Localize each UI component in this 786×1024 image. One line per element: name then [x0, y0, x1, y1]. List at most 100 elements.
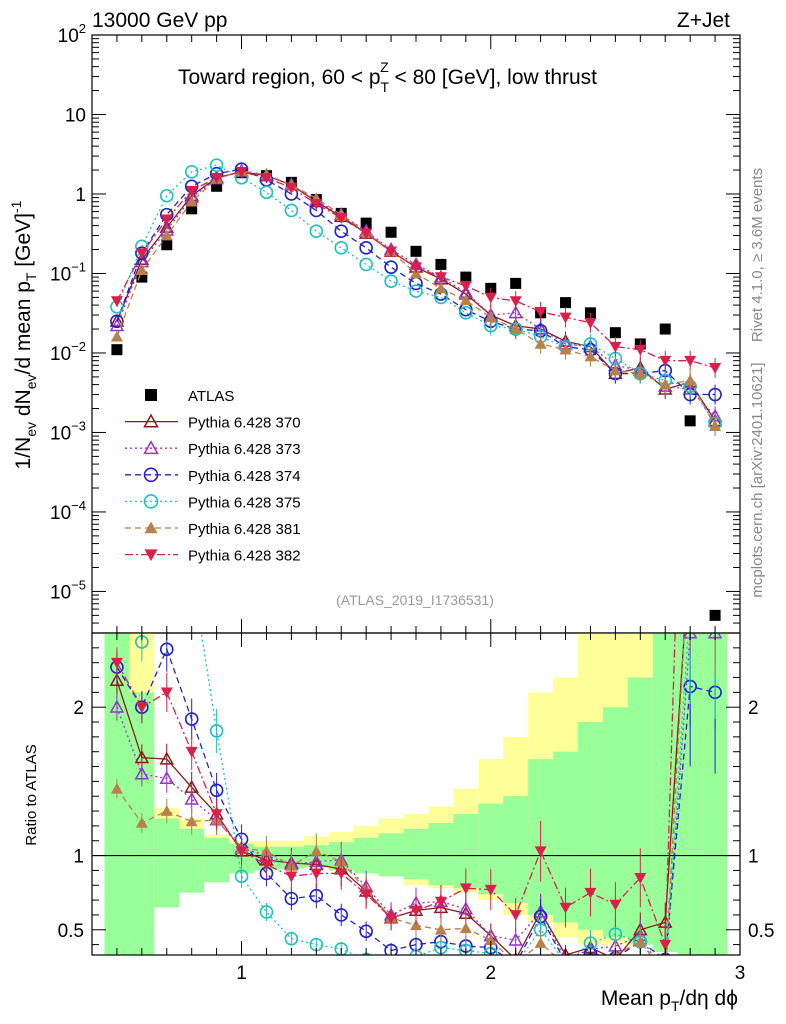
ratio-ticks: 2 2 1 1 0.5 0.5 1 2 3 [58, 633, 774, 984]
data-point [185, 195, 198, 207]
data-point [459, 280, 472, 292]
y-tick-base: 1 [75, 185, 86, 206]
ratio-point [634, 935, 647, 947]
band-green [154, 818, 180, 908]
ratio-point [509, 910, 522, 921]
data-point [334, 241, 349, 255]
data-point [534, 306, 547, 318]
ratio-point [159, 770, 175, 784]
ratio-point [260, 845, 273, 856]
ratio-point [360, 889, 373, 901]
ratio-point [109, 672, 125, 687]
data-point [161, 239, 173, 251]
band-green [503, 796, 529, 904]
ratio-point [434, 896, 447, 908]
ylabel-sup: -1 [8, 200, 24, 213]
ratio-point [209, 783, 224, 798]
y-axis-title: 1/Nev dNev/d mean pT [GeV]-1 [8, 200, 39, 469]
ratio-point [508, 932, 523, 946]
data-point [609, 364, 622, 376]
ratio-point [510, 958, 522, 970]
data-point [211, 180, 223, 192]
ratio-point [684, 523, 696, 534]
ratio-point [584, 887, 597, 899]
ratio-point [459, 883, 472, 895]
data-point [209, 158, 224, 173]
title-part-2: < 80 [GeV], low thrust [389, 66, 598, 89]
title-sub-t: T [381, 79, 390, 95]
y-tick-exp: −3 [71, 418, 86, 433]
ratio-point [284, 891, 299, 906]
ratio-point [559, 902, 572, 914]
data-point [285, 182, 298, 194]
data-point [659, 378, 672, 390]
ratio-point [584, 956, 596, 967]
ratio-point [359, 924, 373, 939]
legend-label: Pythia 6.428 373 [188, 441, 301, 458]
legend-marker [143, 413, 159, 428]
ratio-point [110, 782, 123, 794]
ratio-point [510, 958, 522, 969]
legend-label: ATLAS [188, 388, 234, 405]
data-point [709, 609, 721, 621]
data-point [235, 167, 248, 178]
data-point [684, 355, 697, 367]
ratio-point [709, 553, 721, 564]
series-p382 [110, 167, 722, 378]
data-point [484, 292, 497, 304]
ratio-point [684, 538, 696, 549]
svg-text:Mean pT/dη dϕ: Mean pT/dη dϕ [601, 987, 738, 1014]
legend-item-p381: Pythia 6.428 381 [125, 521, 301, 538]
ratio-point [459, 943, 473, 955]
data-point [360, 217, 372, 229]
ratio-point [260, 859, 273, 871]
ratio-point [285, 871, 298, 883]
data-point [560, 297, 572, 309]
legend-marker [144, 521, 158, 534]
data-point [584, 317, 597, 329]
data-point [210, 172, 223, 184]
data-point [609, 341, 622, 353]
data-point [385, 246, 398, 258]
data-point [185, 185, 198, 197]
ratio-point [161, 385, 173, 397]
svg-text:Toward region, 60 < pTZ < 80 [: Toward region, 60 < pTZ < 80 [GeV], low … [178, 59, 597, 95]
data-point [284, 203, 299, 218]
legend-marker [143, 494, 159, 509]
y-tick-label: 1 [75, 185, 86, 206]
data-point [659, 323, 671, 335]
ratio-point [385, 962, 397, 974]
svg-text:1/Nev dNev/d mean pT [GeV]-1: 1/Nev dNev/d mean pT [GeV]-1 [8, 200, 39, 469]
y-tick-base: 10 [50, 423, 71, 444]
data-point [434, 272, 447, 284]
band-green [403, 828, 429, 880]
y-tick-label: 10−3 [50, 418, 86, 444]
ratio-point [135, 702, 148, 714]
data-point [410, 262, 422, 274]
ratio-y-tick-label: 2 [73, 698, 84, 719]
y-tick-label: 10−2 [50, 339, 86, 365]
data-point [359, 241, 373, 255]
ratio-point [310, 845, 323, 856]
legend-item-p373: Pythia 6.428 373 [125, 440, 301, 458]
ratio-point [709, 538, 721, 549]
ratio-point [709, 153, 721, 164]
data-point [260, 172, 273, 184]
y-tick-label: 10−5 [50, 577, 86, 603]
data-point [584, 350, 597, 362]
ratio-plot: 2 2 1 1 0.5 0.5 1 2 3 [58, 153, 774, 984]
ratio-point [560, 959, 572, 970]
ratio-point [609, 899, 622, 911]
ylabel-p2: dN [12, 389, 35, 422]
y-tick-base: 10 [58, 26, 79, 47]
title-part-1: Toward region, 60 < p [178, 66, 381, 89]
ratio-point [534, 846, 547, 858]
legend-item-ATLAS: ATLAS [145, 388, 234, 405]
ratio-point [184, 712, 199, 726]
ratio-point [234, 869, 249, 884]
ratio-point [684, 153, 696, 164]
ratio-point [109, 699, 125, 713]
ratio-y-tick-label-right: 1 [748, 847, 759, 868]
data-point [484, 311, 497, 323]
